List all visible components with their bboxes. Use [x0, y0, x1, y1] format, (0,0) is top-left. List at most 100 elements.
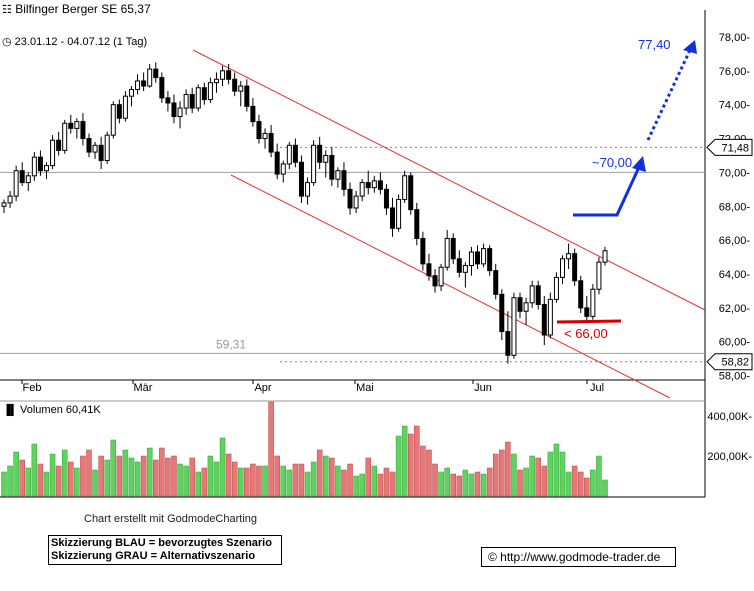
candle — [25, 172, 31, 192]
candle — [572, 248, 578, 286]
volume-bar — [19, 459, 25, 497]
y-tick-label: 58,00- — [719, 371, 751, 383]
candle-body — [268, 132, 274, 153]
candle-body — [7, 195, 13, 204]
candle — [268, 124, 274, 158]
price-tag-low-box — [706, 353, 753, 371]
candle — [177, 101, 183, 129]
candle — [481, 243, 487, 268]
volume-bar — [438, 471, 444, 497]
clock-icon: ◷ — [2, 36, 12, 48]
volume-tick-label: 200,00K- — [707, 451, 752, 463]
volume-bar — [359, 473, 365, 497]
volume-bar — [292, 463, 299, 497]
volume-bar — [219, 437, 226, 497]
candle-body — [298, 161, 304, 197]
candle-body — [414, 209, 420, 239]
candle — [19, 162, 25, 186]
blue-arrow-head — [632, 156, 646, 172]
volume-bar — [213, 461, 220, 497]
candle-body — [195, 87, 201, 109]
volume-bar — [371, 465, 378, 497]
volume-bar — [68, 461, 74, 497]
price-tag-high-box — [706, 138, 753, 156]
volume-bar — [365, 457, 371, 497]
candle — [602, 246, 608, 266]
candle-body — [408, 175, 414, 211]
candle-body — [104, 134, 110, 162]
volume-bar — [116, 455, 123, 497]
candle-body — [456, 258, 462, 273]
volume-bar — [177, 463, 183, 497]
candle — [371, 175, 377, 193]
candle — [92, 141, 98, 159]
volume-bar — [98, 455, 104, 497]
candle — [432, 268, 438, 293]
support-value-label: 59,31 — [216, 337, 246, 351]
volume-bar — [7, 465, 13, 497]
volume-bar — [389, 471, 396, 497]
candle — [493, 263, 499, 300]
copyright-link[interactable]: © http://www.godmode-trader.de — [481, 547, 676, 567]
volume-bar — [480, 473, 487, 497]
candle-body — [98, 144, 104, 162]
y-tick-label: 70,00- — [719, 167, 751, 179]
candle — [31, 152, 37, 181]
target-mid-label: ~70,00 — [592, 155, 632, 170]
candle-body — [171, 102, 177, 118]
candle — [153, 62, 159, 83]
candle-body — [92, 144, 98, 153]
x-tick-label: Apr — [254, 382, 271, 394]
volume-bar — [590, 469, 596, 497]
candle-body — [450, 237, 456, 260]
volume-bar — [420, 445, 426, 497]
candle-body — [584, 307, 590, 317]
candle — [438, 263, 444, 291]
candle — [305, 177, 311, 205]
candle-body — [505, 331, 511, 356]
candle-body — [560, 258, 566, 278]
candle — [128, 86, 134, 107]
candle-body — [305, 182, 311, 197]
price-tag-low-text: 58,82 — [721, 357, 749, 369]
volume-bar — [80, 455, 86, 497]
candle-body — [43, 165, 49, 172]
candle-body — [110, 104, 116, 136]
candle-body — [529, 285, 535, 304]
volume-bar — [450, 473, 456, 497]
candle — [505, 311, 511, 364]
candle-body — [566, 253, 572, 260]
date-range: ◷ 23.01.12 - 04.07.12 (1 Tag) — [2, 35, 147, 48]
candle-body — [553, 276, 559, 300]
volume-bar — [322, 455, 329, 497]
candle-body — [335, 170, 341, 180]
volume-bar — [335, 465, 341, 497]
candle — [50, 135, 56, 170]
volume-bar — [377, 473, 384, 497]
candle-body — [213, 78, 219, 84]
candle-body — [19, 170, 25, 184]
volume-bar — [341, 469, 347, 497]
y-tick-label: 62,00- — [719, 303, 751, 315]
candle — [468, 246, 474, 276]
candle-body — [56, 139, 62, 151]
volume-bar — [13, 451, 19, 497]
volume-bar — [505, 441, 511, 497]
candle-body — [238, 85, 244, 92]
candle — [232, 72, 238, 97]
candle — [353, 191, 359, 214]
candle — [116, 99, 122, 124]
volume-bar — [250, 463, 256, 497]
volume-bar — [499, 449, 505, 497]
candle-body — [183, 94, 189, 109]
candle-body — [62, 122, 68, 151]
candle — [7, 191, 13, 208]
candle-body — [280, 163, 286, 175]
candle-body — [353, 195, 359, 209]
volume-bar — [541, 465, 548, 497]
candle — [523, 297, 529, 325]
volume-bar — [517, 469, 523, 497]
candle — [553, 272, 559, 303]
candle-body — [323, 154, 329, 163]
candle-body — [523, 302, 529, 312]
